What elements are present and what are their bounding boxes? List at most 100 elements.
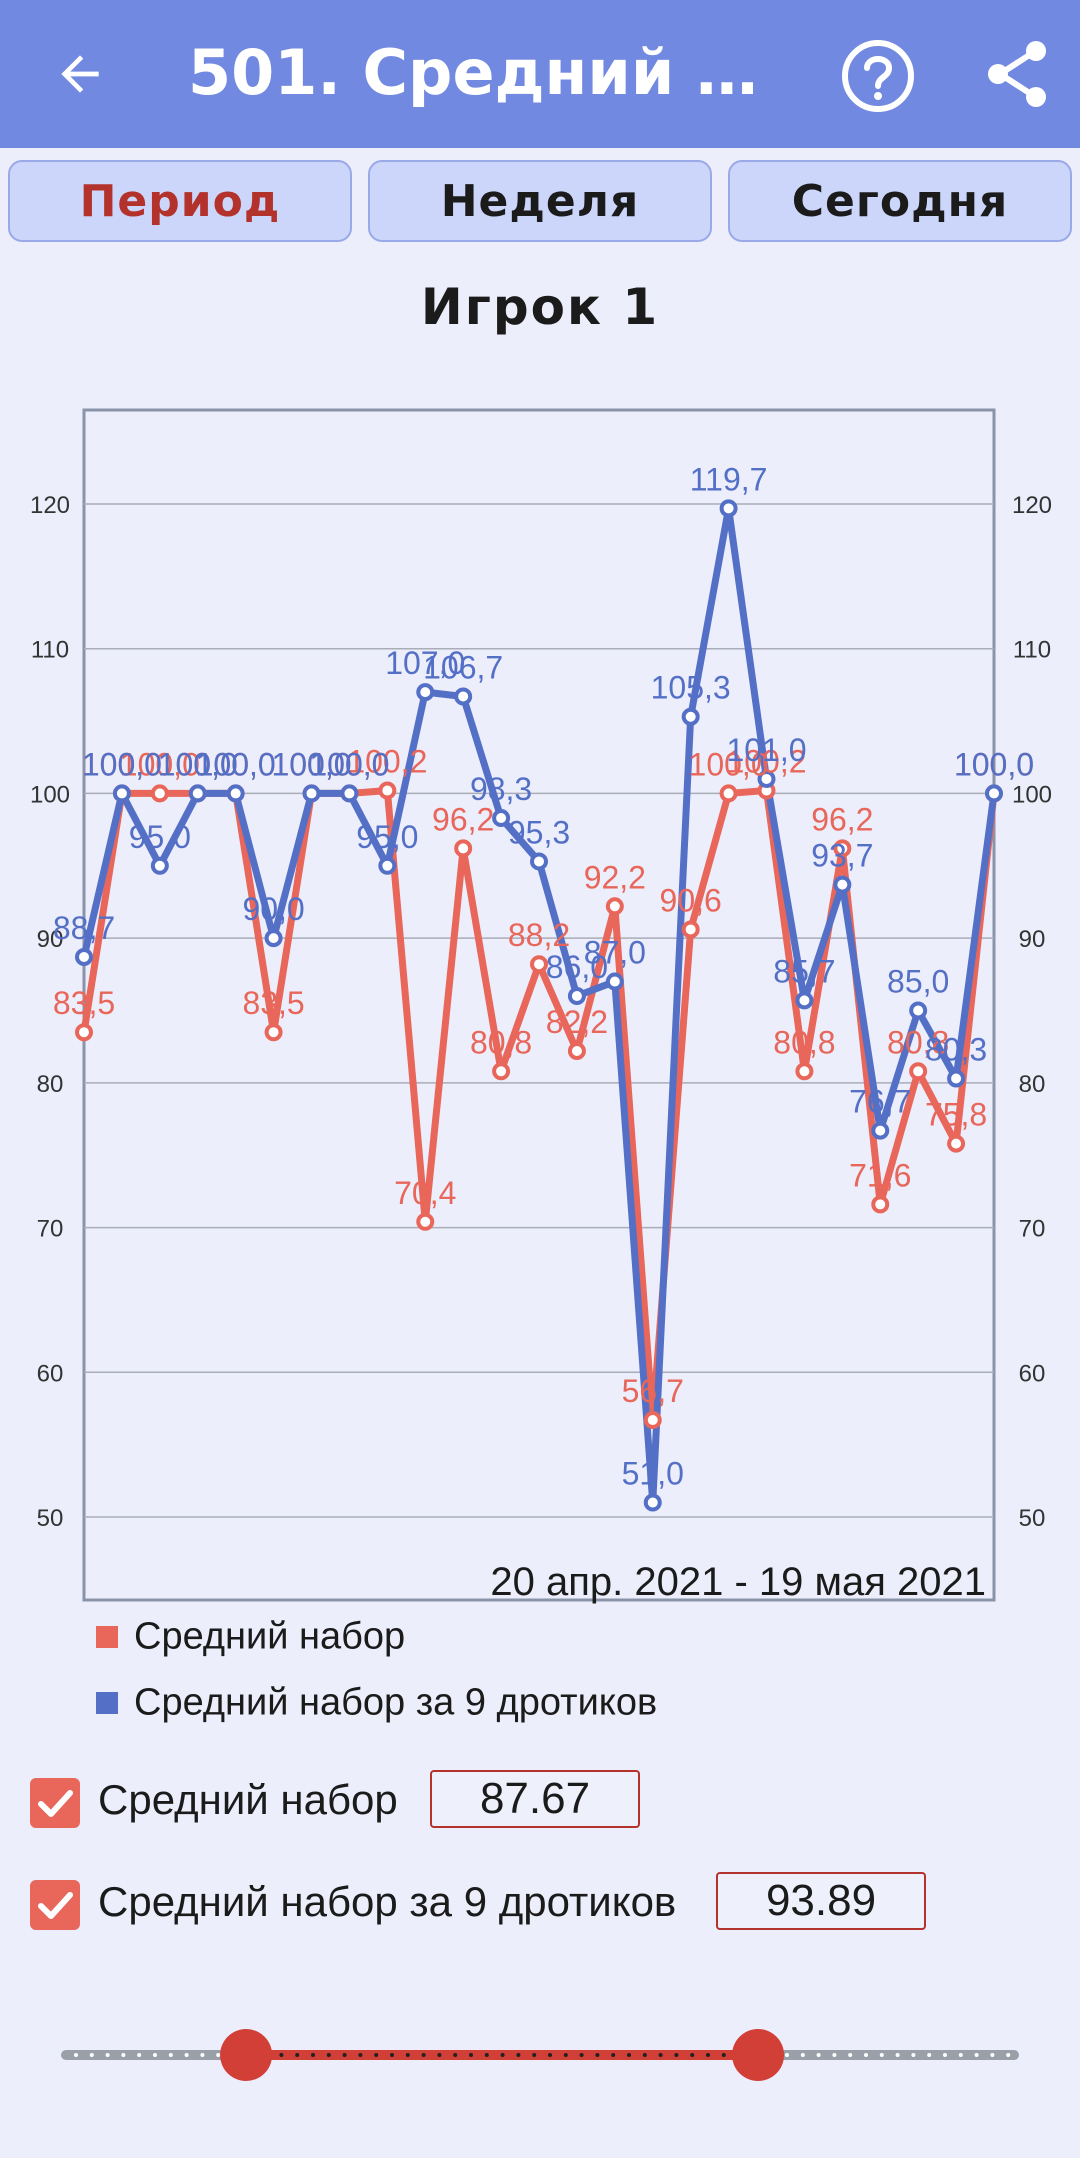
data-point: [947, 1134, 966, 1153]
data-label: 100,0: [82, 746, 162, 782]
data-point: [75, 947, 93, 966]
data-point: [226, 784, 245, 803]
data-point: [909, 1062, 928, 1081]
data-label: 107,0: [385, 645, 465, 681]
data-point: [681, 707, 700, 726]
slider-handle-end[interactable]: [732, 2029, 785, 2081]
slider-tick: [500, 2053, 505, 2057]
data-label: 51,0: [622, 1456, 684, 1492]
slider-tick: [579, 2053, 584, 2057]
y-tick-label-left: 80: [37, 1071, 64, 1098]
data-point: [492, 809, 511, 828]
slider-tick: [121, 2053, 126, 2057]
data-label: 56,7: [622, 1373, 684, 1409]
data-label: 100,0: [954, 746, 1034, 782]
data-label: 93,7: [811, 838, 873, 874]
app-bar: 501. Средний набор: [0, 0, 1080, 148]
data-point: [492, 1062, 511, 1081]
data-point: [150, 856, 169, 875]
avg9-value-box: 93.89: [716, 1872, 926, 1930]
avg9-checkbox[interactable]: [30, 1880, 80, 1930]
data-label: 100,0: [309, 746, 389, 782]
data-point: [416, 683, 435, 702]
tab-today[interactable]: Сегодня: [728, 160, 1072, 242]
data-label: 76,7: [849, 1084, 911, 1120]
avg-checkbox-label: Средний набор: [98, 1776, 398, 1823]
data-point: [947, 1069, 966, 1088]
data-label: 98,3: [470, 771, 532, 807]
data-label: 106,7: [423, 649, 503, 685]
slider-tick: [168, 2053, 173, 2057]
date-range-slider[interactable]: [0, 2010, 1080, 2090]
slider-tick: [658, 2053, 663, 2057]
y-tick-label-left: 110: [31, 637, 69, 664]
slider-tick: [674, 2053, 679, 2057]
data-label: 75,8: [925, 1097, 987, 1133]
data-label: 80,8: [470, 1024, 532, 1060]
slider-tick: [295, 2053, 300, 2057]
data-label: 80,3: [925, 1032, 987, 1068]
slider-tick: [484, 2053, 489, 2057]
slider-tick: [279, 2053, 284, 2057]
data-label: 95,3: [508, 814, 570, 850]
y-tick-label-left: 70: [37, 1216, 64, 1243]
slider-tick: [816, 2053, 821, 2057]
slider-tick: [516, 2053, 521, 2057]
legend-item-avg: Средний набор: [96, 1614, 996, 1658]
data-point: [719, 499, 738, 518]
slider-tick: [706, 2053, 710, 2057]
y-tick-label-right: 90: [1019, 926, 1046, 953]
share-button[interactable]: [978, 34, 1058, 114]
slider-tick: [990, 2053, 995, 2057]
data-label: 100,0: [158, 746, 238, 782]
help-circle-icon: [842, 40, 914, 112]
back-button[interactable]: [40, 34, 120, 114]
data-label: 95,0: [129, 819, 191, 855]
series-line-avg9: [80, 504, 998, 1507]
data-point: [795, 991, 814, 1010]
data-label: 100,0: [158, 746, 238, 782]
data-point: [567, 987, 586, 1006]
slider-handle-start[interactable]: [220, 2029, 273, 2081]
data-point: [605, 972, 624, 991]
slider-tick: [421, 2053, 426, 2057]
slider-tick: [721, 2053, 726, 2057]
slider-tick: [563, 2053, 568, 2057]
data-label: 87,0: [584, 935, 646, 971]
help-button[interactable]: [836, 34, 920, 118]
data-point: [871, 1195, 890, 1214]
player-title: Игрок 1: [420, 278, 660, 336]
slider-tick: [216, 2053, 221, 2057]
data-label: 105,3: [651, 670, 731, 706]
data-label: 101,0: [726, 732, 806, 768]
slider-tick: [785, 2053, 789, 2057]
data-point: [833, 839, 852, 858]
y-tick-label-left: 60: [37, 1360, 64, 1387]
toggle-row-avg: Средний набор 87.67: [30, 1770, 1050, 1840]
slider-tick: [895, 2053, 900, 2057]
period-tabs: Период Неделя Сегодня: [0, 160, 1080, 246]
arrow-back-icon: [61, 55, 99, 93]
data-label: 85,0: [887, 964, 949, 1000]
slider-tick: [690, 2053, 695, 2057]
slider-tick: [74, 2053, 78, 2057]
tab-period[interactable]: Период: [8, 160, 352, 242]
data-point: [567, 1042, 586, 1061]
data-point: [416, 1212, 435, 1231]
data-point: [795, 1062, 814, 1081]
data-label: 88,7: [53, 910, 115, 946]
avg-checkbox[interactable]: [30, 1778, 80, 1828]
tab-week[interactable]: Неделя: [368, 160, 712, 242]
data-label: 100,0: [271, 746, 351, 782]
avg9-checkbox-label: Средний набор за 9 дротиков: [98, 1878, 677, 1925]
legend-swatch-avg: [96, 1625, 118, 1648]
legend-swatch-avg9: [96, 1691, 118, 1714]
slider-tick: [642, 2053, 647, 2057]
y-tick-label-right: 60: [1019, 1360, 1046, 1387]
slider-tick: [974, 2053, 979, 2057]
checkmark-icon: [38, 1790, 73, 1817]
plot-frame: [82, 408, 996, 1602]
data-point: [833, 875, 852, 894]
data-label: 100,2: [726, 744, 806, 780]
data-label: 88,2: [508, 917, 570, 953]
